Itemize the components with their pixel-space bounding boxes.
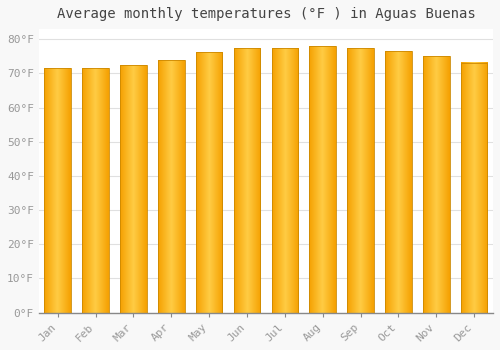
Bar (461, 63, 487, 313)
Bar (310, 46, 336, 313)
Bar (272, 48, 298, 313)
Title: Average monthly temperatures (°F ) in Aguas Buenas: Average monthly temperatures (°F ) in Ag… (56, 7, 476, 21)
Bar (234, 48, 260, 313)
Bar (158, 60, 184, 313)
Bar (196, 52, 222, 313)
Bar (385, 51, 411, 313)
Bar (423, 56, 450, 313)
Bar (82, 68, 109, 313)
Bar (348, 48, 374, 313)
Bar (120, 65, 146, 313)
Bar (44, 68, 71, 313)
